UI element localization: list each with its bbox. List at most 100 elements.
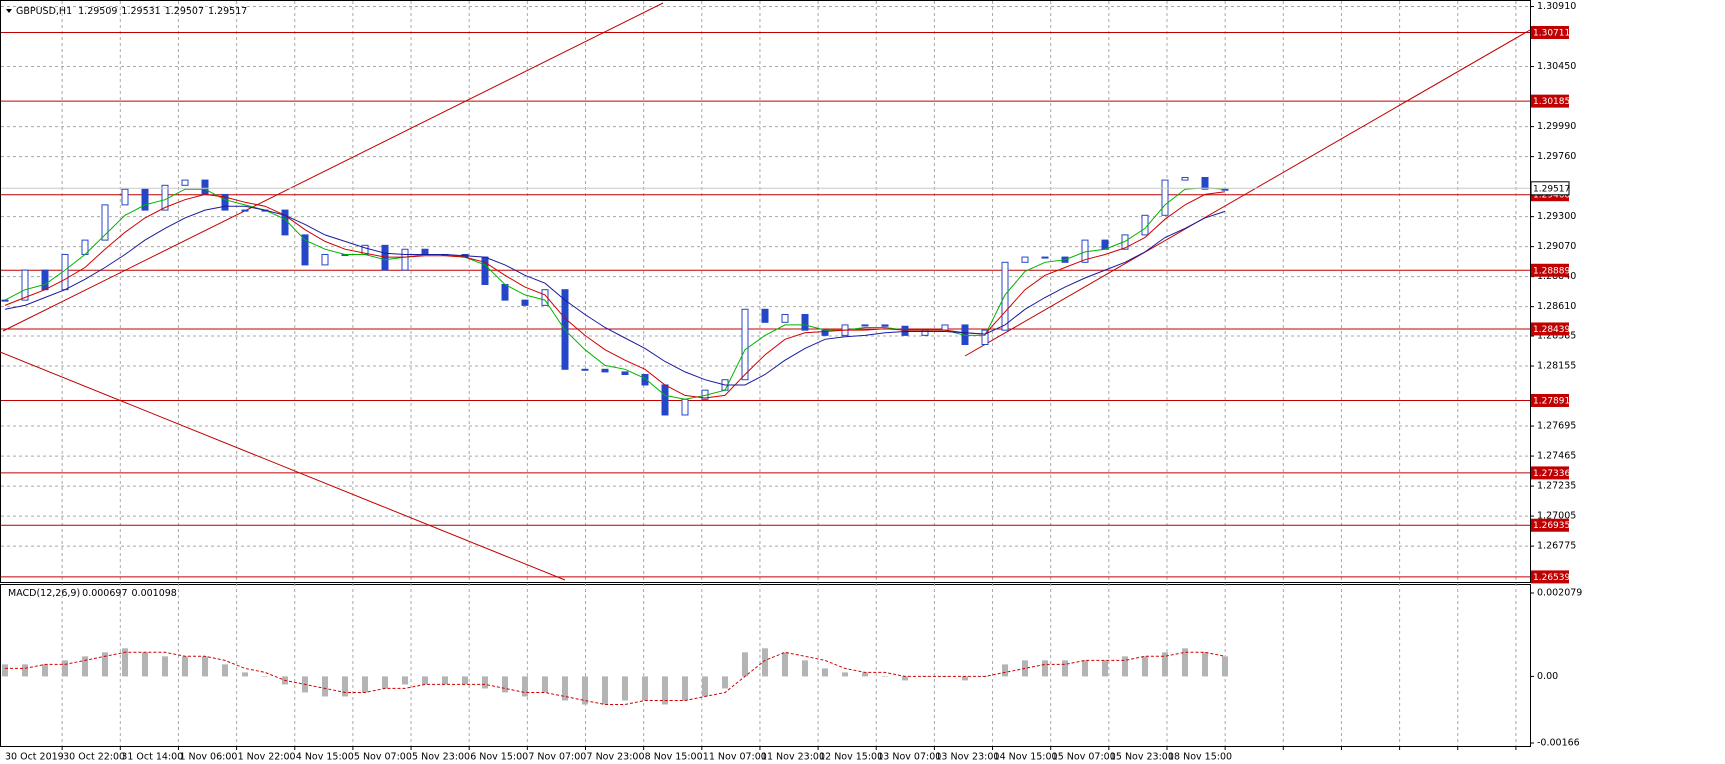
level-tag-label: 1.30185 [1533, 97, 1570, 107]
candle [1041, 256, 1049, 259]
candle [401, 248, 409, 271]
macd-bar [742, 652, 748, 677]
candle [301, 234, 309, 266]
candle [1021, 256, 1029, 263]
macd-bar [262, 676, 268, 677]
level-tag-label: 1.30711 [1533, 28, 1570, 38]
macd-bar [422, 676, 428, 685]
macd-bar [902, 676, 908, 681]
x-tick-label: 8 Nov 15:00 [645, 752, 703, 763]
candle [801, 313, 809, 331]
macd-bar [782, 652, 788, 677]
level-tag-label: 1.26539 [1533, 573, 1570, 583]
current-price-tag [1530, 181, 1570, 196]
x-tick-label: 30 Oct 2019 [5, 752, 64, 763]
macd-signal-value: 0.001098 [132, 588, 177, 599]
candle [661, 384, 669, 416]
macd-bar [1202, 652, 1208, 677]
trend-line [964, 29, 1531, 357]
moving-average-line [4, 187, 1226, 400]
macd-bar [1182, 648, 1188, 677]
macd-bar [702, 676, 708, 697]
level-tag-label: 1.28439 [1533, 325, 1570, 335]
x-tick-label: 13 Nov 07:00 [877, 752, 941, 763]
x-tick-label: 1 Nov 22:00 [238, 752, 296, 763]
candle [381, 244, 389, 271]
macd-bar [402, 676, 408, 685]
ohlc-value: 1.29517 [208, 6, 247, 17]
y-tick-label: 1.28385 [1537, 331, 1576, 342]
macd-bar [882, 676, 888, 677]
x-tick-label: 5 Nov 07:00 [354, 752, 412, 763]
candle [781, 313, 789, 323]
candle [181, 179, 189, 186]
level-tag-label: 1.27891 [1533, 396, 1570, 406]
macd-bar [842, 672, 848, 677]
candle [1221, 188, 1229, 191]
candle [1, 299, 9, 302]
candle [321, 253, 329, 266]
ohlc-value: 1.29509 [78, 6, 117, 17]
macd-bar [822, 668, 828, 677]
grid [1, 1, 1530, 746]
y-tick-label: 1.28610 [1537, 301, 1576, 312]
candle [421, 248, 429, 255]
x-tick-label: 1 Nov 06:00 [179, 752, 237, 763]
candle [521, 299, 529, 306]
macd-bar [682, 676, 688, 701]
ohlc-value: 1.29507 [165, 6, 204, 17]
macd-header: MACD(12,26,9) 0.000697 0.001098 [8, 588, 177, 599]
macd-bar [42, 664, 48, 677]
candle [1141, 214, 1149, 236]
x-tick-label: 11 Nov 23:00 [761, 752, 825, 763]
candle [861, 324, 869, 327]
candle [981, 329, 989, 346]
x-tick-label: 31 Oct 14:00 [121, 752, 183, 763]
y-tick-label: 1.26775 [1537, 541, 1576, 552]
macd-bar [122, 648, 128, 677]
macd-bar [962, 676, 968, 681]
macd-bar [1102, 660, 1108, 677]
candle [1001, 261, 1009, 331]
x-tick-label: 18 Nov 15:00 [1168, 752, 1232, 763]
macd-bar [622, 676, 628, 701]
macd-bar [542, 676, 548, 693]
y-tick-label: 1.27695 [1537, 421, 1576, 432]
macd-bar [1082, 660, 1088, 677]
macd-bar [442, 676, 448, 685]
macd-bar [222, 664, 228, 677]
macd-bar [562, 676, 568, 701]
moving-average-line [4, 205, 1226, 386]
candle [101, 204, 109, 241]
candle [921, 329, 929, 336]
macd-bar [2, 664, 8, 677]
macd-bar [802, 660, 808, 677]
candle [141, 188, 149, 211]
x-tick-label: 12 Nov 15:00 [819, 752, 883, 763]
level-tag [1531, 263, 1569, 277]
macd-bar [642, 676, 648, 701]
level-tag [1531, 322, 1569, 336]
macd-bar [482, 676, 488, 689]
candle [1161, 179, 1169, 216]
menu-arrow[interactable] [6, 9, 12, 13]
candle [581, 368, 589, 371]
candle [121, 188, 129, 206]
macd-bar [1162, 652, 1168, 677]
level-tag-label: 1.29468 [1533, 191, 1570, 201]
macd-bar [202, 656, 208, 677]
candle [241, 209, 249, 212]
macd-bar [862, 672, 868, 677]
chart-header: GBPUSD,H1 1.29509 1.29531 1.29507 1.29517 [16, 6, 247, 17]
macd-bar [722, 676, 728, 689]
current-price-label: 1.29517 [1533, 184, 1570, 194]
symbol: GBPUSD,H1 [16, 6, 72, 17]
level-tag [1531, 466, 1569, 480]
macd-bar [502, 676, 508, 693]
ohlc-value: 1.29531 [121, 6, 160, 17]
level-tag [1531, 393, 1569, 407]
x-tick-label: 6 Nov 15:00 [470, 752, 528, 763]
macd-bar [1002, 664, 1008, 677]
y-tick-label: 1.27465 [1537, 451, 1576, 462]
macd-bar [102, 652, 108, 677]
